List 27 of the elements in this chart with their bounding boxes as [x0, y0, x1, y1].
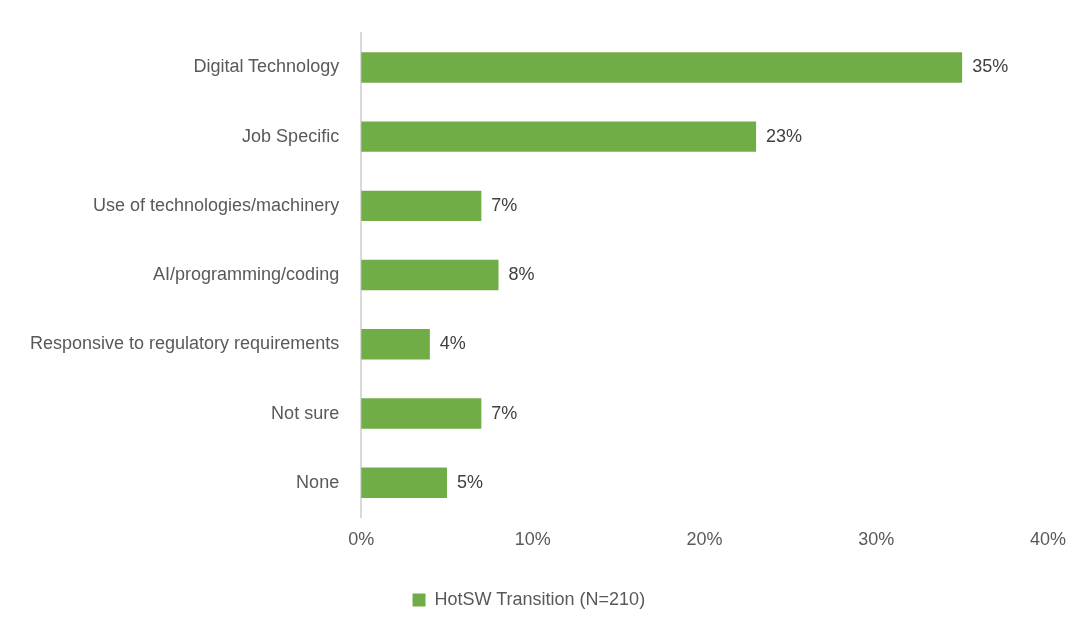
y-tick-label: Use of technologies/machinery [93, 194, 340, 215]
bar [361, 259, 499, 291]
y-tick-label: AI/programming/coding [153, 264, 340, 285]
data-label: 7% [491, 402, 518, 423]
data-label: 4% [439, 333, 466, 354]
bar [361, 190, 482, 222]
y-tick-label: Digital Technology [193, 56, 340, 77]
y-tick-label: Responsive to regulatory requirements [30, 333, 340, 354]
legend-label: HotSW Transition (N=210) [434, 588, 646, 609]
y-tick-label: None [296, 471, 340, 492]
x-tick-label: 10% [514, 529, 551, 550]
y-tick-label: Job Specific [242, 125, 340, 146]
bar [361, 398, 482, 429]
bar [361, 329, 430, 360]
bar [361, 52, 963, 83]
x-tick-label: 20% [686, 529, 723, 550]
y-tick-label: Not sure [271, 402, 340, 423]
x-tick-label: 40% [1029, 529, 1066, 550]
data-label: 5% [457, 471, 484, 492]
data-label: 8% [508, 264, 535, 285]
data-label: 35% [972, 56, 1009, 77]
x-tick-label: 30% [858, 529, 895, 550]
bar [361, 467, 448, 499]
x-tick-label: 0% [348, 529, 375, 550]
data-label: 7% [491, 194, 518, 215]
data-label: 23% [766, 125, 803, 146]
bar [361, 121, 757, 152]
